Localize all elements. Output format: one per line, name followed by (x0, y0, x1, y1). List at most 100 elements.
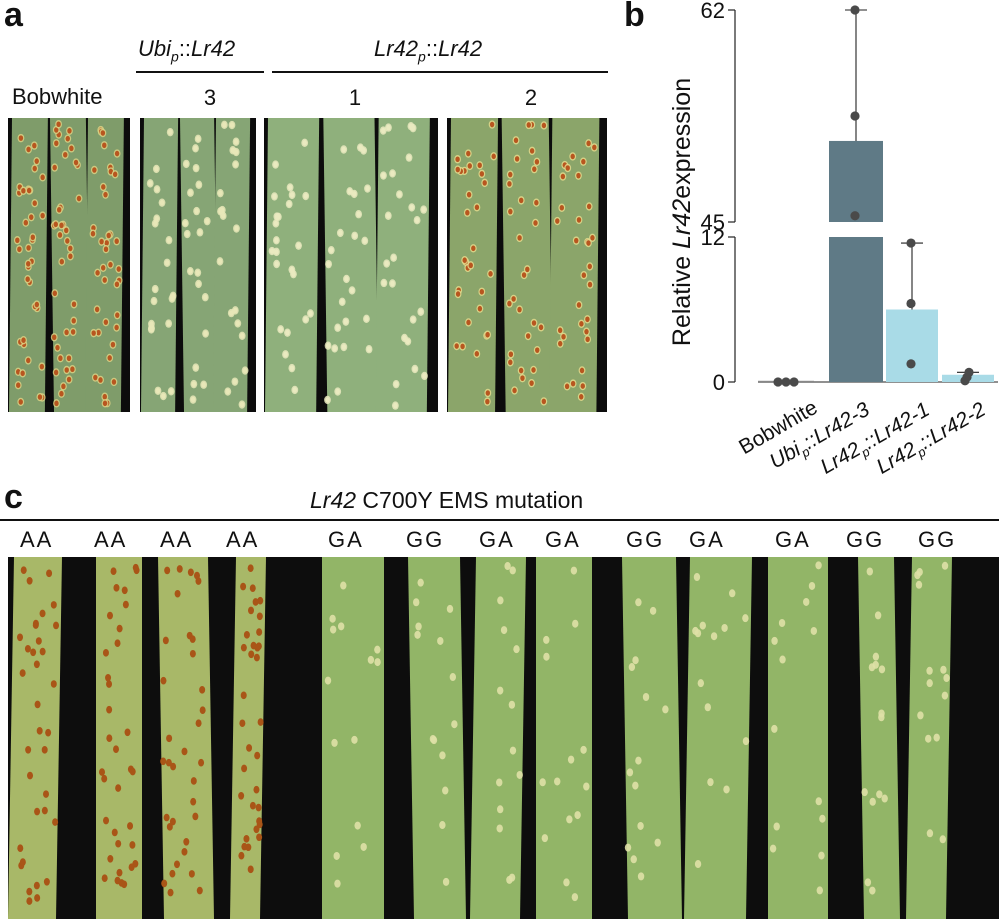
lesion (335, 388, 340, 395)
rust-pustule (238, 851, 245, 860)
rust-pustule (34, 700, 41, 709)
lesion (64, 367, 69, 373)
panel-c-title-rest: C700Y EMS mutation (356, 487, 584, 513)
lesion (37, 394, 43, 400)
resistant-fleck (769, 844, 777, 853)
lesion (296, 242, 301, 249)
resistant-fleck (508, 873, 516, 882)
rust-pustule (102, 649, 109, 657)
lesion (349, 287, 355, 294)
rust-pustule (160, 757, 167, 766)
lesion (558, 340, 563, 347)
lesion (32, 142, 37, 149)
lesion (455, 166, 460, 173)
rust-pustule (128, 863, 135, 872)
lesion (151, 298, 157, 304)
lesion (269, 248, 275, 254)
lesion (91, 330, 96, 336)
lesion (242, 367, 248, 374)
lesion (196, 281, 201, 287)
lesion (508, 208, 513, 215)
rust-pustule (181, 848, 188, 856)
lesion (477, 162, 482, 169)
lesion (54, 400, 59, 407)
rust-pustule (249, 584, 256, 592)
y-tick-label: 62 (701, 0, 725, 23)
resistant-fleck (329, 614, 336, 623)
lesion (587, 281, 593, 288)
rust-pustule (26, 887, 33, 896)
rust-pustule (20, 566, 27, 574)
lesion (579, 393, 584, 400)
resistant-fleck (878, 665, 886, 674)
control-label: Bobwhite (12, 84, 103, 109)
lesion (555, 218, 560, 224)
rust-pustule (187, 568, 194, 577)
lesion (362, 237, 367, 244)
rust-pustule (256, 820, 263, 829)
rust-pustule (255, 803, 262, 812)
lesion (381, 127, 386, 134)
lesion (341, 146, 346, 153)
lesion (26, 146, 31, 153)
lesion (278, 326, 283, 333)
resistant-fleck (496, 778, 503, 787)
lesion (108, 261, 113, 268)
lesion (390, 280, 395, 287)
resistant-fleck (626, 768, 634, 777)
rust-pustule (106, 734, 113, 742)
lesion (344, 276, 349, 282)
lesion (468, 262, 473, 269)
rust-pustule (240, 691, 247, 700)
rust-pustule (41, 806, 48, 815)
lesion (576, 302, 582, 308)
lesion (56, 206, 62, 213)
resistant-fleck (541, 834, 549, 843)
lesion (474, 204, 480, 211)
lesion (32, 165, 37, 172)
lesion (489, 121, 495, 128)
rust-pustule (129, 841, 136, 849)
lesion (104, 240, 109, 246)
lesion (272, 193, 277, 200)
rust-pustule (115, 839, 122, 848)
lesion (397, 191, 402, 198)
lesion (40, 174, 45, 181)
resistant-fleck (543, 635, 550, 644)
lesion (531, 367, 536, 373)
lesion (21, 337, 26, 343)
rust-pustule (167, 888, 174, 897)
lesion (580, 383, 585, 389)
lesion (409, 204, 414, 211)
lesion (576, 172, 581, 179)
rust-pustule (243, 835, 250, 843)
rust-pustule (30, 648, 37, 657)
rust-pustule (111, 828, 118, 837)
resistant-fleck (872, 660, 879, 669)
rust-pustule (195, 719, 202, 727)
lesion (17, 246, 22, 253)
rust-pustule (36, 727, 43, 735)
lesion (386, 124, 391, 131)
rust-pustule (246, 744, 253, 752)
lesion (102, 393, 107, 400)
lesion (465, 209, 470, 216)
native-main: Lr42 (374, 36, 419, 61)
rust-pustule (164, 566, 171, 575)
lesion (479, 171, 485, 177)
lesion (561, 333, 566, 340)
lesion (100, 130, 106, 136)
lesion (511, 296, 516, 302)
lesion (193, 364, 198, 371)
lesion (513, 137, 519, 144)
lesion (54, 140, 59, 147)
rust-pustule (99, 768, 106, 776)
resistant-fleck (554, 777, 561, 786)
lesion (185, 231, 190, 237)
rust-pustule (238, 791, 245, 800)
genotype-label: GA (689, 527, 725, 552)
resistant-fleck (333, 851, 340, 860)
leaf-blade (501, 118, 553, 412)
data-point (906, 359, 916, 369)
